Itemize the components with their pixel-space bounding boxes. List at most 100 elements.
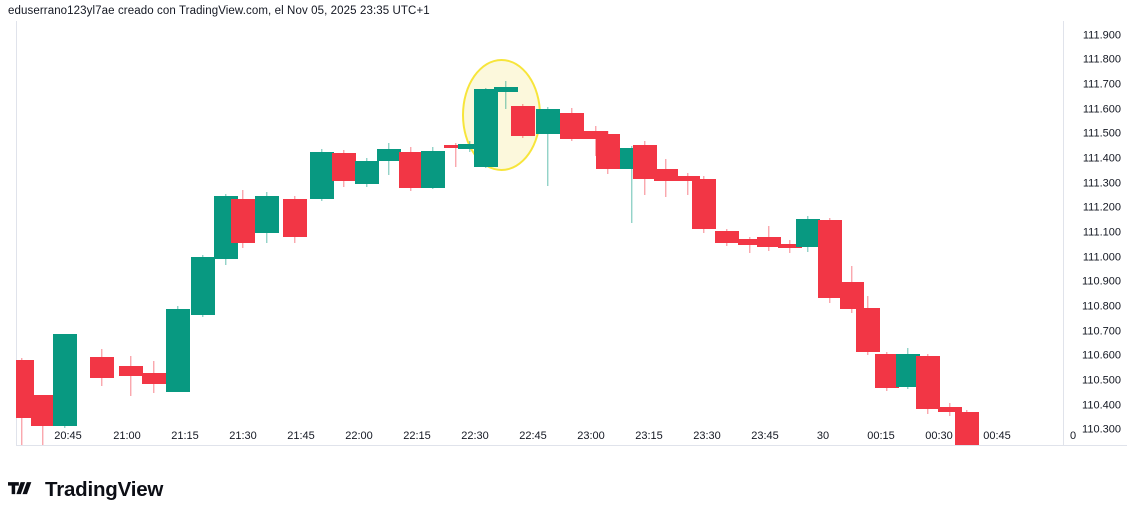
time-axis-label: 23:00 [577, 430, 605, 442]
price-axis-label: 111.900 [1082, 29, 1121, 42]
price-axis-label: 111.700 [1082, 78, 1121, 91]
candle-body [757, 237, 781, 247]
candlestick [654, 21, 678, 445]
candle-wick [130, 356, 132, 396]
price-axis-label: 110.700 [1082, 325, 1121, 338]
candlestick [511, 21, 535, 445]
tradingview-logo: TradingView [8, 479, 163, 501]
candle-body [511, 106, 535, 136]
candlestick [53, 21, 77, 445]
candlestick [975, 21, 999, 445]
price-axis-label: 110.500 [1082, 374, 1121, 387]
candle-body [399, 152, 423, 188]
candlestick [444, 21, 468, 445]
candlestick [283, 21, 307, 445]
candlestick [421, 21, 445, 445]
candlestick [332, 21, 356, 445]
time-axis-label: 23:15 [635, 430, 663, 442]
candle-body [255, 196, 279, 233]
candlestick [16, 21, 34, 445]
time-axis-label: 21:30 [229, 430, 257, 442]
candle-body [166, 309, 190, 392]
candle-body [231, 199, 255, 243]
candlestick [916, 21, 940, 445]
plot-left-border [16, 21, 17, 445]
candle-body [738, 239, 762, 245]
candle-wick [631, 146, 633, 223]
time-axis-label: 22:00 [345, 430, 373, 442]
candle-body [875, 354, 899, 388]
time-axis-label: 0 [1069, 430, 1077, 442]
candlestick [255, 21, 279, 445]
candlestick [474, 21, 498, 445]
candlestick [142, 21, 166, 445]
candle-body [16, 360, 34, 418]
price-axis-label: 111.400 [1082, 152, 1121, 165]
time-axis-label: 20:45 [54, 430, 82, 442]
candlestick [399, 21, 423, 445]
tradingview-logo-mark [8, 482, 32, 495]
candle-body [283, 199, 307, 237]
candlestick [856, 21, 880, 445]
candlestick [377, 21, 401, 445]
candlestick-plot-area[interactable] [16, 21, 1063, 445]
candlestick [778, 21, 802, 445]
price-axis-label: 111.500 [1082, 127, 1121, 140]
time-axis-label: 23:30 [693, 430, 721, 442]
candlestick [90, 21, 114, 445]
candlestick [818, 21, 842, 445]
candlestick [757, 21, 781, 445]
price-axis-label: 111.000 [1082, 251, 1121, 264]
candle-body [142, 373, 166, 384]
candle-body [332, 153, 356, 181]
candlestick [494, 21, 518, 445]
candlestick [955, 21, 979, 445]
candlestick [119, 21, 143, 445]
candlestick [715, 21, 739, 445]
time-axis[interactable]: 20:45 21:00 21:15 21:30 21:45 22:00 22:15 22:30… [0, 425, 1127, 448]
candle-body [474, 89, 498, 167]
candlestick [633, 21, 657, 445]
candle-body [53, 334, 77, 426]
candlestick [166, 21, 190, 445]
candlestick [458, 21, 482, 445]
candlestick [875, 21, 899, 445]
time-axis-label: 22:15 [403, 430, 431, 442]
candle-body [654, 169, 678, 181]
price-axis-separator [1063, 21, 1064, 445]
candle-body [796, 219, 820, 247]
candle-body [938, 407, 962, 412]
candle-body [916, 356, 940, 409]
candle-body [191, 257, 215, 315]
price-axis[interactable]: 111.900 111.800 111.700 111.600 111.500 111.4… [1064, 21, 1127, 445]
candle-body [310, 152, 334, 199]
candlestick [692, 21, 716, 445]
candle-body [596, 134, 620, 169]
candle-body [90, 357, 114, 378]
candle-body [119, 366, 143, 376]
candle-body [715, 231, 739, 243]
candle-body [676, 176, 700, 181]
candle-wick [505, 81, 507, 109]
candlestick [796, 21, 820, 445]
price-axis-label: 110.300 [1082, 423, 1121, 436]
price-axis-label: 111.600 [1082, 103, 1121, 116]
candlestick [536, 21, 560, 445]
candlestick [938, 21, 962, 445]
time-axis-label: 21:00 [113, 430, 141, 442]
candlestick [355, 21, 379, 445]
candle-body [458, 144, 482, 149]
candle-body [444, 145, 468, 148]
candlestick [231, 21, 255, 445]
candle-body [560, 113, 584, 139]
candle-wick [687, 173, 689, 195]
tradingview-logo-text: TradingView [45, 478, 164, 501]
time-axis-label: 00:30 [925, 430, 953, 442]
time-axis-label: 22:45 [519, 430, 547, 442]
candlestick [676, 21, 700, 445]
candlestick [840, 21, 864, 445]
time-axis-label: 22:30 [461, 430, 489, 442]
price-axis-label: 111.200 [1082, 201, 1121, 214]
price-axis-label: 111.100 [1082, 226, 1121, 239]
